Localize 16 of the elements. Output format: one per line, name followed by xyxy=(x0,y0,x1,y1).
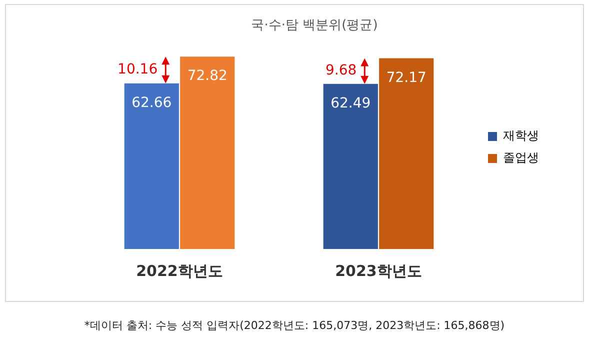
bar xyxy=(379,58,434,249)
data-label: 72.17 xyxy=(386,70,426,86)
data-label: 62.49 xyxy=(330,96,371,112)
text: *데이터 출처: 수능 성적 입력자(2022학년도: 165,073명, 2023학년도: 165,868명) xyxy=(83,318,506,333)
annotation: 10.16 xyxy=(118,62,158,78)
data-label: 62.66 xyxy=(132,95,172,112)
annotation: 9.68 xyxy=(325,62,357,79)
legend-label: 졸업생 xyxy=(503,150,539,165)
bar xyxy=(124,83,179,249)
bar xyxy=(180,56,235,249)
data-label: 72.82 xyxy=(187,68,228,84)
legend-label: 재학생 xyxy=(503,128,539,143)
chart-title: 국·수·탐 백분위(평균) xyxy=(251,18,378,34)
x-tick-label: 2023학년도 xyxy=(335,262,422,280)
bar xyxy=(323,84,378,249)
x-tick-label: 2022학년도 xyxy=(136,262,223,280)
